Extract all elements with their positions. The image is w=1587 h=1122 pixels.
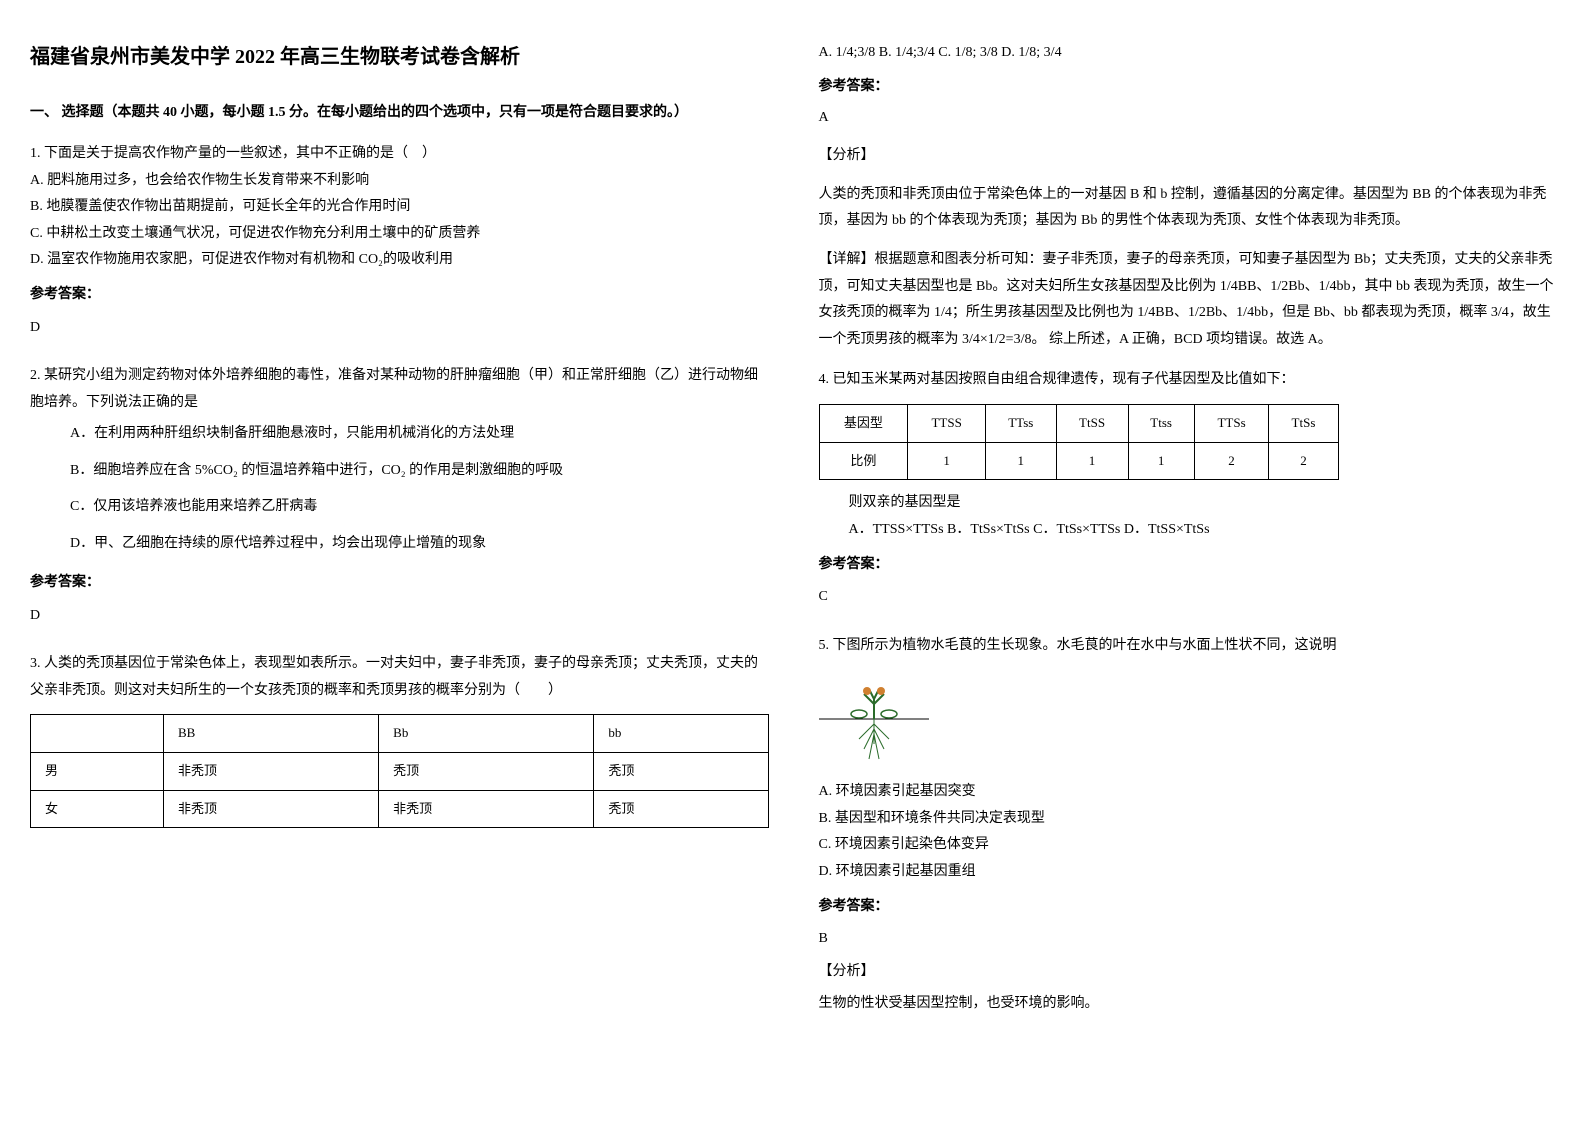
plant-figure [819, 669, 929, 769]
q2-optB: B．细胞培养应在含 5%CO₂ 的恒温培养箱中进行，CO₂ 的作用是刺激细胞的呼… [70, 453, 769, 489]
question-2: 2. 某研究小组为测定药物对体外培养细胞的毒性，准备对某种动物的肝肿瘤细胞（甲）… [30, 363, 769, 635]
q3-r0c3: 秃顶 [594, 752, 768, 790]
q3-analysis-label: 【分析】 [819, 143, 1558, 170]
q4-r0c5: 2 [1194, 442, 1269, 480]
q3-r0c0: 男 [31, 752, 164, 790]
left-column: 福建省泉州市美发中学 2022 年高三生物联考试卷含解析 一、 选择题（本题共 … [30, 40, 769, 1032]
q4-th-4: Ttss [1128, 404, 1194, 442]
q2-optA: A．在利用两种肝组织块制备肝细胞悬液时，只能用机械消化的方法处理 [70, 416, 769, 452]
plant-icon [819, 669, 929, 769]
q4-th-2: TTss [985, 404, 1056, 442]
q4-r0c3: 1 [1056, 442, 1128, 480]
table-row: 比例 1 1 1 1 2 2 [819, 442, 1338, 480]
q4-options-line: A．TTSS×TTSs B．TtSs×TtSs C．TtSs×TTSs D．Tt… [819, 517, 1558, 544]
q3-table: BB Bb bb 男 非秃顶 秃顶 秃顶 女 非秃顶 非秃顶 秃顶 [30, 714, 769, 828]
table-row: BB Bb bb [31, 715, 769, 753]
q5-options: A. 环境因素引起基因突变 B. 基因型和环境条件共同决定表现型 C. 环境因素… [819, 779, 1558, 885]
q5-optD: D. 环境因素引起基因重组 [819, 859, 1558, 886]
q3-r0c2: 秃顶 [379, 752, 594, 790]
q4-r0c4: 1 [1128, 442, 1194, 480]
q4-r0c1: 1 [908, 442, 986, 480]
q3-r0c1: 非秃顶 [163, 752, 378, 790]
q3-analysis: 人类的秃顶和非秃顶由位于常染色体上的一对基因 B 和 b 控制，遵循基因的分离定… [819, 182, 1558, 235]
q3-th-3: bb [594, 715, 768, 753]
q4-th-1: TTSS [908, 404, 986, 442]
page-title: 福建省泉州市美发中学 2022 年高三生物联考试卷含解析 [30, 40, 769, 69]
question-5: 5. 下图所示为植物水毛茛的生长现象。水毛茛的叶在水中与水面上性状不同，这说明 … [819, 633, 1558, 1024]
q3-th-0 [31, 715, 164, 753]
question-1: 1. 下面是关于提高农作物产量的一些叙述，其中不正确的是（ ） A. 肥料施用过… [30, 141, 769, 347]
q2-optD: D．甲、乙细胞在持续的原代培养过程中，均会出现停止增殖的现象 [70, 526, 769, 562]
section-title: 一、 选择题（本题共 40 小题，每小题 1.5 分。在每小题给出的四个选项中，… [30, 101, 769, 121]
q1-stem: 1. 下面是关于提高农作物产量的一些叙述，其中不正确的是（ ） [30, 141, 769, 168]
q1-optD: D. 温室农作物施用农家肥，可促进农作物对有机物和 CO₂的吸收利用 [30, 247, 769, 274]
q2-optC: C．仅用该培养液也能用来培养乙肝病毒 [70, 489, 769, 525]
q1-answer-label: 参考答案： [30, 282, 769, 309]
q3-options-line: A. 1/4;3/8 B. 1/4;3/4 C. 1/8; 3/8 D. 1/8… [819, 40, 1558, 67]
q1-optA: A. 肥料施用过多，也会给农作物生长发育带来不利影响 [30, 168, 769, 195]
q4-th-6: TtSs [1269, 404, 1338, 442]
q4-answer-label: 参考答案： [819, 552, 1558, 579]
q3-stem: 3. 人类的秃顶基因位于常染色体上，表现型如表所示。一对夫妇中，妻子非秃顶，妻子… [30, 651, 769, 704]
q4-th-3: TtSS [1056, 404, 1128, 442]
q1-answer: D [30, 315, 769, 342]
q5-answer: B [819, 926, 1558, 953]
q3-detail: 【详解】根据题意和图表分析可知：妻子非秃顶，妻子的母亲秃顶，可知妻子基因型为 B… [819, 247, 1558, 353]
question-3: 3. 人类的秃顶基因位于常染色体上，表现型如表所示。一对夫妇中，妻子非秃顶，妻子… [30, 651, 769, 838]
q5-analysis-label: 【分析】 [819, 959, 1558, 986]
q1-options: A. 肥料施用过多，也会给农作物生长发育带来不利影响 B. 地膜覆盖使农作物出苗… [30, 168, 769, 274]
q5-analysis: 生物的性状受基因型控制，也受环境的影响。 [819, 991, 1558, 1018]
q4-th-5: TTSs [1194, 404, 1269, 442]
table-row: 基因型 TTSS TTss TtSS Ttss TTSs TtSs [819, 404, 1338, 442]
table-row: 女 非秃顶 非秃顶 秃顶 [31, 790, 769, 828]
q4-table: 基因型 TTSS TTss TtSS Ttss TTSs TtSs 比例 1 1… [819, 404, 1339, 480]
q3-answer-label: 参考答案： [819, 75, 1558, 95]
q4-r0c6: 2 [1269, 442, 1338, 480]
q5-optA: A. 环境因素引起基因突变 [819, 779, 1558, 806]
q1-optB: B. 地膜覆盖使农作物出苗期提前，可延长全年的光合作用时间 [30, 194, 769, 221]
q3-r1c0: 女 [31, 790, 164, 828]
q4-r0c2: 1 [985, 442, 1056, 480]
q3-th-1: BB [163, 715, 378, 753]
q5-optC: C. 环境因素引起染色体变异 [819, 832, 1558, 859]
q5-optB: B. 基因型和环境条件共同决定表现型 [819, 806, 1558, 833]
right-column: A. 1/4;3/8 B. 1/4;3/4 C. 1/8; 3/8 D. 1/8… [819, 40, 1558, 1032]
q4-answer: C [819, 584, 1558, 611]
q4-stem: 4. 已知玉米某两对基因按照自由组合规律遗传，现有子代基因型及比值如下： [819, 367, 1558, 394]
q1-optC: C. 中耕松土改变土壤通气状况，可促进农作物充分利用土壤中的矿质营养 [30, 221, 769, 248]
q5-answer-label: 参考答案： [819, 894, 1558, 921]
q5-stem: 5. 下图所示为植物水毛茛的生长现象。水毛茛的叶在水中与水面上性状不同，这说明 [819, 633, 1558, 660]
q3-r1c3: 秃顶 [594, 790, 768, 828]
question-4: 4. 已知玉米某两对基因按照自由组合规律遗传，现有子代基因型及比值如下： 基因型… [819, 367, 1558, 616]
q3-r1c1: 非秃顶 [163, 790, 378, 828]
table-row: 男 非秃顶 秃顶 秃顶 [31, 752, 769, 790]
q4-subtext: 则双亲的基因型是 [819, 490, 1558, 517]
q2-answer: D [30, 603, 769, 630]
q3-answer: A [819, 105, 1558, 132]
q3-r1c2: 非秃顶 [379, 790, 594, 828]
q3-th-2: Bb [379, 715, 594, 753]
q2-options: A．在利用两种肝组织块制备肝细胞悬液时，只能用机械消化的方法处理 B．细胞培养应… [30, 416, 769, 562]
q4-r0c0: 比例 [819, 442, 908, 480]
q4-th-0: 基因型 [819, 404, 908, 442]
q2-answer-label: 参考答案： [30, 570, 769, 597]
q2-stem: 2. 某研究小组为测定药物对体外培养细胞的毒性，准备对某种动物的肝肿瘤细胞（甲）… [30, 363, 769, 416]
